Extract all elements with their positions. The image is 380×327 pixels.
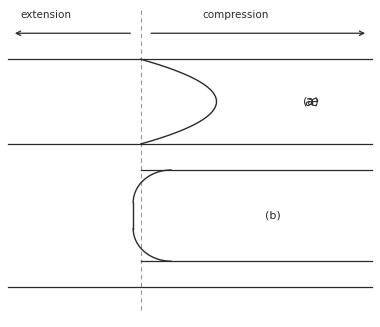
- Text: æ: æ: [304, 95, 318, 109]
- Text: (a): (a): [303, 97, 319, 107]
- Text: compression: compression: [202, 10, 269, 20]
- Text: extension: extension: [21, 10, 71, 20]
- Text: (b): (b): [265, 211, 281, 221]
